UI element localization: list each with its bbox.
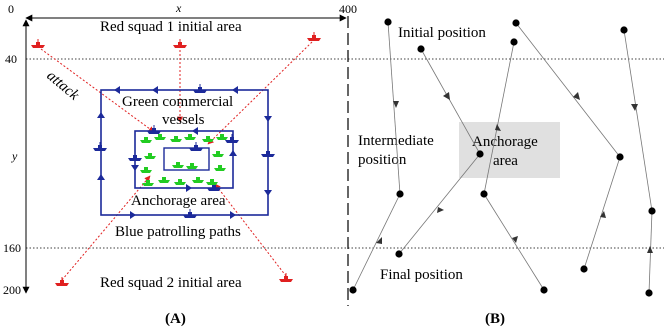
red-squad-2-label: Red squad 2 initial area bbox=[100, 275, 242, 291]
y-axis-tick-40: 40 bbox=[5, 52, 17, 66]
blue-ship bbox=[224, 133, 240, 144]
patrol-path-core bbox=[163, 147, 210, 171]
attack-arrow bbox=[40, 48, 155, 133]
intermediate-dot bbox=[648, 207, 656, 215]
attack-arrow bbox=[61, 175, 151, 281]
green-vessel bbox=[202, 136, 214, 142]
green-vessel bbox=[184, 134, 196, 140]
anchorage-label-line2: area bbox=[493, 153, 518, 169]
intermediate-dot bbox=[476, 150, 484, 158]
panel-b: Anchorage area Initial position Intermed… bbox=[349, 18, 656, 327]
anchorage-label-line1: Anchorage bbox=[472, 134, 538, 150]
trajectory-line bbox=[420, 48, 481, 155]
trajectory-line bbox=[398, 153, 481, 255]
panel-a-label: (A) bbox=[165, 311, 186, 327]
green-vessel bbox=[206, 179, 218, 185]
red-ship bbox=[54, 276, 70, 287]
initial-dot bbox=[510, 38, 518, 46]
red-ship bbox=[30, 38, 46, 49]
y-axis-symbol: y bbox=[11, 149, 18, 163]
red-ship bbox=[306, 31, 322, 42]
y-axis-tick-160: 160 bbox=[3, 241, 21, 255]
green-vessel bbox=[158, 177, 170, 183]
final-dot bbox=[645, 289, 653, 297]
green-vessel bbox=[144, 153, 156, 159]
intermediate-dot bbox=[480, 190, 488, 198]
initial-position-label: Initial position bbox=[398, 25, 486, 41]
green-vessel bbox=[142, 180, 154, 186]
initial-dot bbox=[512, 19, 520, 27]
waypoints bbox=[349, 18, 656, 297]
final-dot bbox=[395, 250, 403, 258]
intermediate-label-line2: position bbox=[358, 152, 407, 168]
anchorage-area-box bbox=[459, 122, 560, 178]
intermediate-dot bbox=[616, 153, 624, 161]
patrol-arrowheads bbox=[97, 86, 272, 219]
attack-arrow bbox=[214, 183, 287, 277]
blue-patrol-label: Blue patrolling paths bbox=[115, 224, 241, 240]
red-ship bbox=[172, 38, 188, 49]
blue-ship bbox=[92, 141, 108, 152]
trajectories bbox=[352, 21, 653, 294]
green-vessel bbox=[212, 151, 224, 157]
x-axis-tick-400: 400 bbox=[339, 2, 357, 16]
trajectory-line bbox=[515, 22, 621, 158]
initial-dot bbox=[384, 18, 392, 26]
trajectory-line bbox=[583, 156, 621, 270]
trajectory-line bbox=[483, 193, 545, 291]
attack-label: attack bbox=[43, 68, 82, 104]
anchorage-area-label: Anchorage area bbox=[131, 193, 226, 209]
x-axis-tick-0: 0 bbox=[8, 2, 14, 16]
final-dot bbox=[349, 286, 357, 294]
blue-ship bbox=[192, 83, 208, 94]
blue-ship bbox=[146, 124, 162, 135]
green-vessel-group bbox=[140, 134, 228, 186]
green-vessel bbox=[214, 165, 226, 171]
trajectory-arrowheads bbox=[376, 92, 653, 253]
blue-ship bbox=[127, 151, 143, 162]
green-vessel bbox=[186, 163, 198, 169]
initial-dot bbox=[417, 45, 425, 53]
trajectory-line bbox=[352, 193, 401, 291]
green-vessel bbox=[140, 137, 152, 143]
trajectory-line bbox=[623, 29, 653, 212]
initial-dot bbox=[620, 26, 628, 34]
green-vessel bbox=[172, 162, 184, 168]
red-squad-1-label: Red squad 1 initial area bbox=[100, 19, 242, 35]
green-vessels-label-line2: vessels bbox=[162, 112, 205, 128]
panel-a: 0 400 x y 40 160 200 Red squad 1 initial… bbox=[3, 1, 664, 327]
blue-ship bbox=[260, 147, 276, 158]
green-vessel bbox=[140, 167, 152, 173]
blue-ship bbox=[188, 141, 204, 152]
intermediate-dot bbox=[396, 190, 404, 198]
attack-arrow bbox=[207, 41, 313, 145]
final-dot bbox=[580, 265, 588, 273]
trajectory-line bbox=[483, 41, 515, 195]
green-vessels-label-line1: Green commercial bbox=[122, 94, 233, 110]
trajectory-line bbox=[387, 21, 401, 195]
green-vessel bbox=[154, 134, 166, 140]
final-position-label: Final position bbox=[380, 267, 463, 283]
red-ship bbox=[278, 272, 294, 283]
final-dot bbox=[540, 286, 548, 294]
blue-ship bbox=[182, 208, 198, 219]
green-vessel bbox=[192, 177, 204, 183]
x-axis-symbol: x bbox=[175, 1, 182, 15]
green-vessel bbox=[174, 179, 186, 185]
y-axis-tick-200: 200 bbox=[3, 283, 21, 297]
green-vessel bbox=[170, 136, 182, 142]
panel-b-label: (B) bbox=[485, 311, 505, 327]
